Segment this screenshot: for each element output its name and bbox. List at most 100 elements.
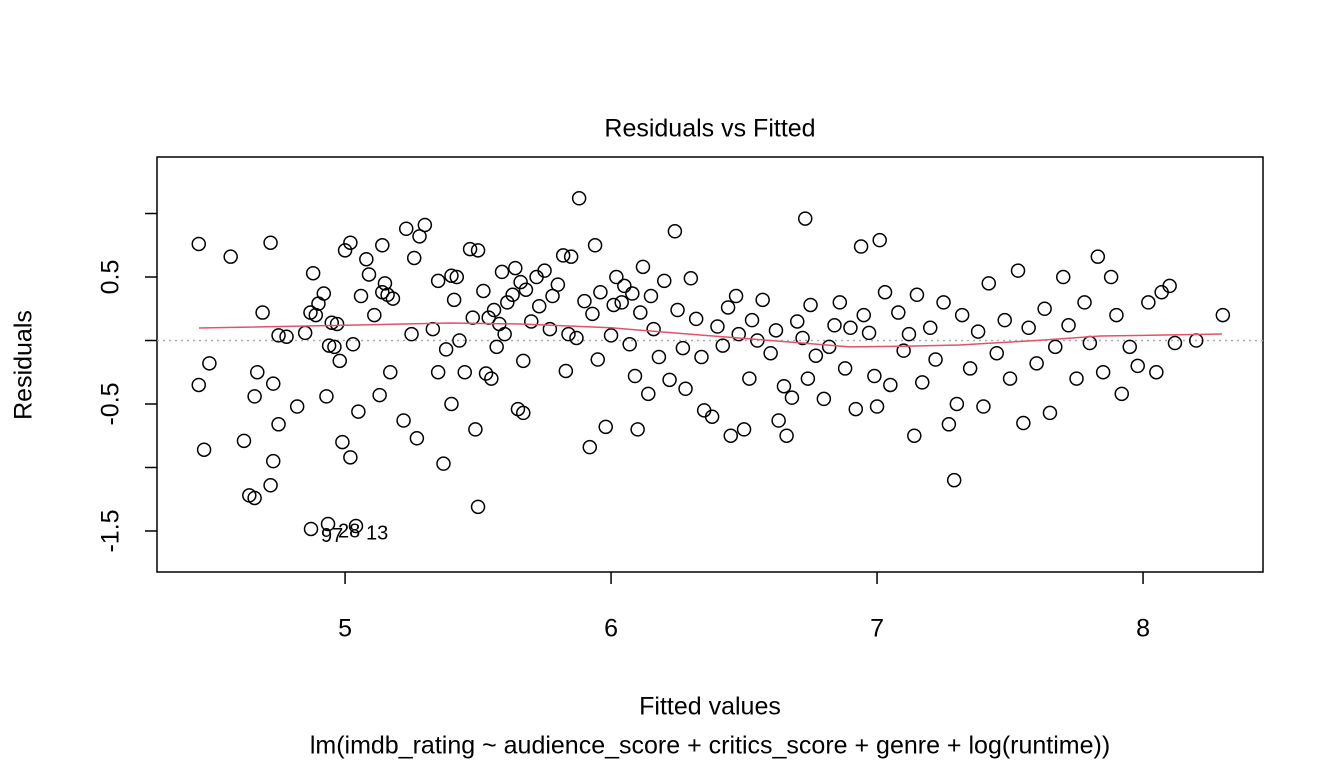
point xyxy=(776,378,792,394)
point xyxy=(728,288,744,304)
point xyxy=(797,211,813,226)
point xyxy=(1141,295,1156,310)
point xyxy=(265,453,281,469)
point xyxy=(329,316,345,332)
point xyxy=(516,353,531,369)
point xyxy=(345,337,361,352)
point xyxy=(545,288,560,304)
point xyxy=(1077,295,1092,310)
point xyxy=(372,387,387,403)
point xyxy=(832,295,848,310)
point xyxy=(635,259,651,275)
point xyxy=(784,390,800,405)
point xyxy=(909,287,925,303)
point xyxy=(1114,386,1130,402)
point xyxy=(297,325,313,341)
point xyxy=(856,307,871,323)
point xyxy=(976,399,991,414)
point xyxy=(1061,318,1076,333)
point xyxy=(263,235,278,250)
point xyxy=(736,422,752,437)
point xyxy=(907,428,922,443)
point xyxy=(675,340,691,356)
point xyxy=(555,248,571,263)
point xyxy=(744,312,760,328)
point xyxy=(250,364,265,380)
point xyxy=(630,422,645,437)
point xyxy=(449,269,465,285)
point xyxy=(731,326,746,342)
chart-title: Residuals vs Fitted xyxy=(604,115,815,143)
point xyxy=(1069,371,1084,386)
point xyxy=(614,295,629,310)
smooth-line xyxy=(199,322,1223,348)
point xyxy=(683,271,699,286)
point xyxy=(670,302,685,318)
point xyxy=(1021,320,1036,336)
point xyxy=(651,349,667,365)
point xyxy=(316,286,332,301)
point xyxy=(353,288,369,304)
point xyxy=(678,381,693,397)
point xyxy=(688,311,704,327)
point xyxy=(723,428,738,443)
point xyxy=(265,376,281,391)
point xyxy=(335,434,350,450)
point xyxy=(962,361,978,376)
point xyxy=(821,339,837,355)
point xyxy=(223,249,238,264)
point xyxy=(869,399,885,414)
point xyxy=(609,269,624,285)
point xyxy=(303,521,319,537)
point xyxy=(375,238,390,253)
point xyxy=(997,312,1012,328)
point xyxy=(563,249,579,264)
point xyxy=(361,267,377,282)
point xyxy=(476,283,491,299)
point xyxy=(816,391,832,407)
point xyxy=(742,371,757,386)
point xyxy=(603,328,619,343)
point xyxy=(359,251,374,267)
point xyxy=(795,330,810,346)
point xyxy=(641,386,656,402)
point xyxy=(343,450,358,465)
point xyxy=(263,478,278,493)
point xyxy=(1215,307,1231,323)
point xyxy=(1029,356,1044,371)
point-label: 28 xyxy=(338,520,360,542)
point xyxy=(202,356,217,371)
point xyxy=(484,371,499,386)
point xyxy=(271,417,286,432)
point xyxy=(452,333,467,348)
point xyxy=(518,282,534,297)
point xyxy=(569,330,584,346)
point xyxy=(704,409,720,424)
point xyxy=(625,286,640,301)
point xyxy=(1109,307,1124,323)
point xyxy=(585,306,600,322)
point xyxy=(571,191,587,206)
point xyxy=(327,339,342,355)
point xyxy=(763,345,778,361)
point xyxy=(915,375,930,390)
point xyxy=(351,404,366,419)
point xyxy=(800,371,816,386)
point xyxy=(332,353,347,369)
point xyxy=(444,396,459,412)
point xyxy=(1095,364,1111,380)
plot-frame xyxy=(156,156,1264,573)
point xyxy=(377,276,393,291)
y-tick-label: 0.5 xyxy=(97,260,125,295)
point xyxy=(1055,269,1071,285)
x-tick-label: 6 xyxy=(604,615,618,643)
point xyxy=(694,349,709,365)
point xyxy=(715,338,731,353)
point xyxy=(385,291,401,306)
point xyxy=(1048,339,1063,355)
point xyxy=(1002,371,1018,386)
point xyxy=(1103,269,1119,285)
point xyxy=(367,307,382,323)
point xyxy=(524,314,539,329)
